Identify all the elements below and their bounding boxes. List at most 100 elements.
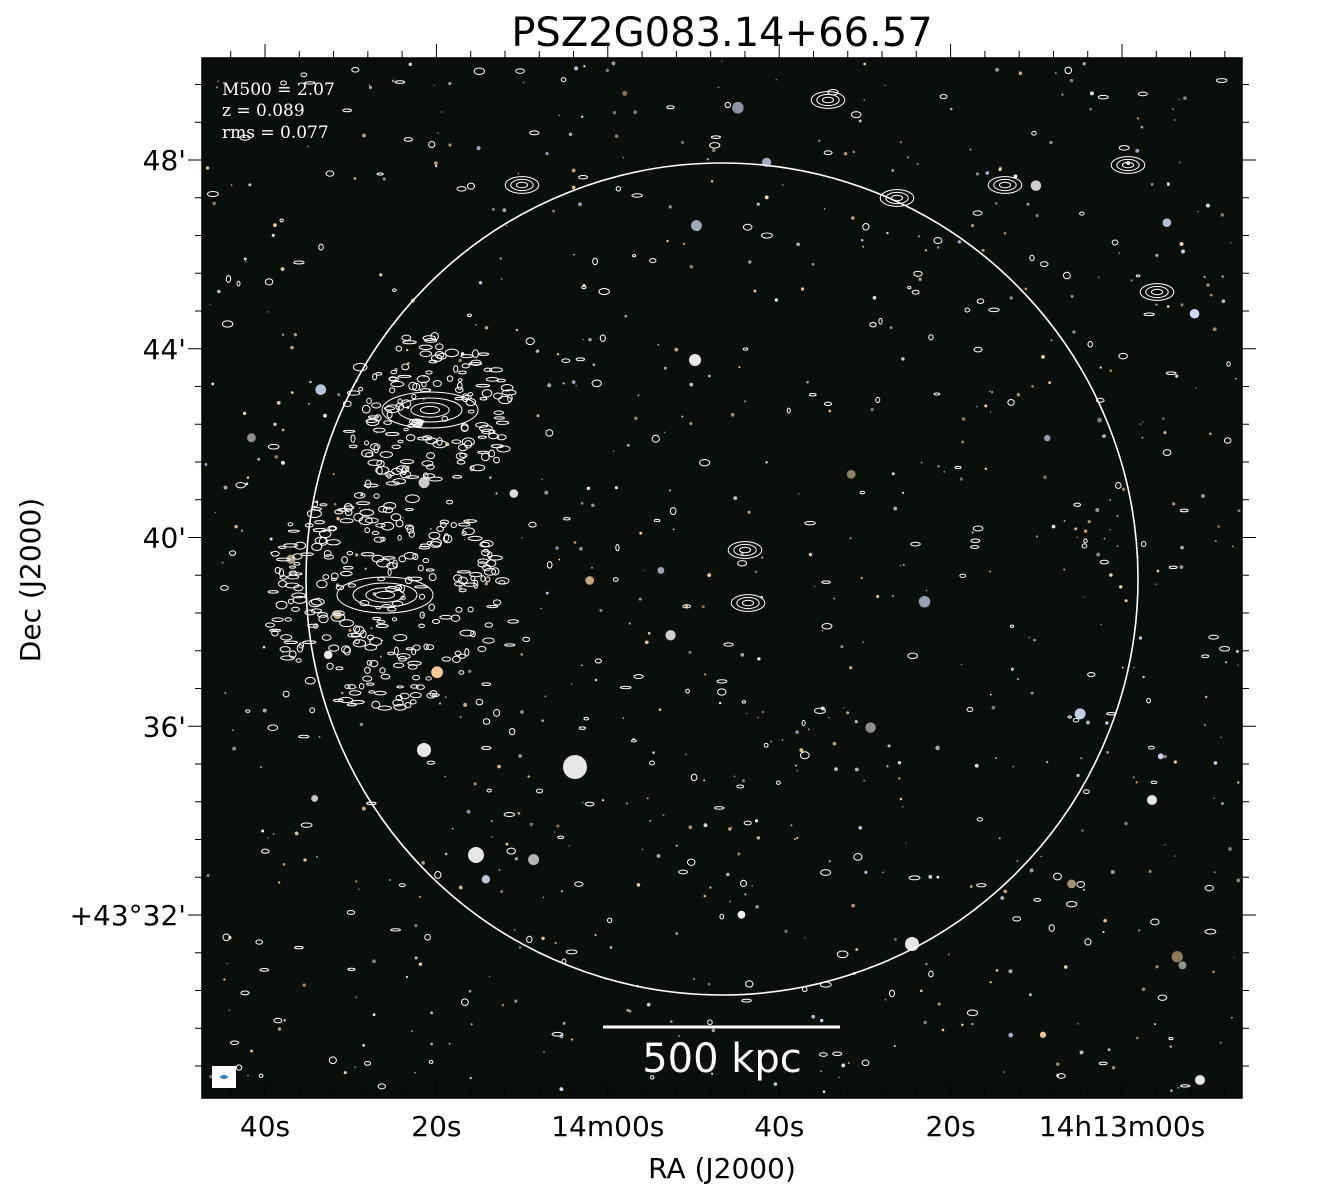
contour [730,594,766,612]
contour [235,1064,243,1071]
contour [288,570,298,576]
star [863,62,867,66]
star [391,79,395,83]
star [846,469,856,479]
star [959,477,964,481]
contour [425,370,433,375]
star [893,506,898,511]
contour [481,746,492,750]
star [1233,956,1235,959]
contour [1146,697,1152,704]
star [799,748,804,753]
star [693,977,696,981]
contour [859,490,866,495]
contour [304,609,316,616]
contour [421,460,434,467]
star [571,168,576,173]
contour [419,388,432,392]
contour [375,605,382,610]
contour [364,527,371,534]
star [336,516,340,521]
contour [419,611,425,619]
contour [889,989,895,998]
contour [439,519,450,525]
star [737,852,741,856]
contour [823,150,833,156]
star [1076,773,1080,778]
star [883,84,886,87]
star [591,503,595,508]
star [641,848,644,851]
contour [397,397,463,423]
star [663,366,667,370]
contour [1053,872,1062,881]
star [1219,1041,1222,1044]
contour [486,604,499,609]
contour [402,465,408,474]
star [1097,417,1102,423]
contour [1029,254,1035,262]
star [990,391,994,394]
y-tick-label: 40' [143,522,186,555]
contour [284,582,300,589]
star [388,879,391,881]
star [1102,930,1105,933]
contour [362,675,373,682]
contour [446,499,454,505]
star [833,597,836,600]
star [872,295,877,300]
contour [373,690,387,696]
star [463,702,468,707]
contour [741,599,755,607]
star [1013,174,1018,179]
contour [813,707,826,714]
star [710,180,714,183]
contour [477,450,490,454]
star [209,303,211,305]
contour [976,883,987,888]
ticks [188,44,1256,1098]
star [267,837,269,839]
contour [488,449,496,458]
star [277,1027,282,1031]
star [937,465,940,468]
contour [1062,271,1071,280]
star [422,614,424,617]
star [1107,1048,1111,1052]
star [1203,275,1206,279]
contour [426,760,436,765]
star [1179,242,1184,247]
contour [453,365,459,373]
contour [276,557,291,562]
contour [741,700,747,704]
contour [432,379,442,387]
star [440,111,443,113]
star [1236,878,1241,883]
contour [259,968,270,972]
star [599,608,603,612]
star [273,422,277,426]
contour [1208,634,1219,640]
star [448,1042,451,1045]
star [854,720,858,724]
contour [350,632,361,637]
star [1089,91,1094,96]
contour [1165,371,1177,376]
star [957,240,962,244]
contour [321,634,332,641]
star [1138,636,1143,640]
star [666,239,669,243]
contour [405,647,414,651]
contour [354,639,360,645]
star [1137,929,1141,932]
contour [1150,918,1160,926]
contour [330,572,339,580]
star [893,1044,896,1047]
star [775,79,777,81]
star [681,141,685,144]
contour [309,707,316,714]
contour [454,650,462,656]
contour [428,1059,434,1064]
star [518,946,522,949]
star [1061,93,1064,96]
